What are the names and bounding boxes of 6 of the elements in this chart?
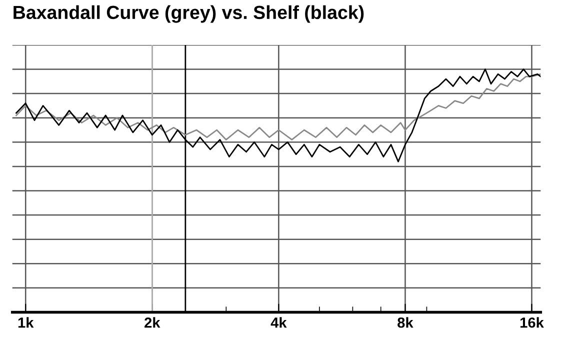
x-tick-label: 8k: [398, 317, 414, 328]
x-tick-label: 2k: [144, 317, 160, 328]
x-tick-label: 1k: [18, 317, 34, 328]
x-tick-label: 4k: [270, 317, 287, 328]
chart-title: Baxandall Curve (grey) vs. Shelf (black): [14, 5, 364, 23]
x-tick-label: 16k: [520, 317, 544, 328]
